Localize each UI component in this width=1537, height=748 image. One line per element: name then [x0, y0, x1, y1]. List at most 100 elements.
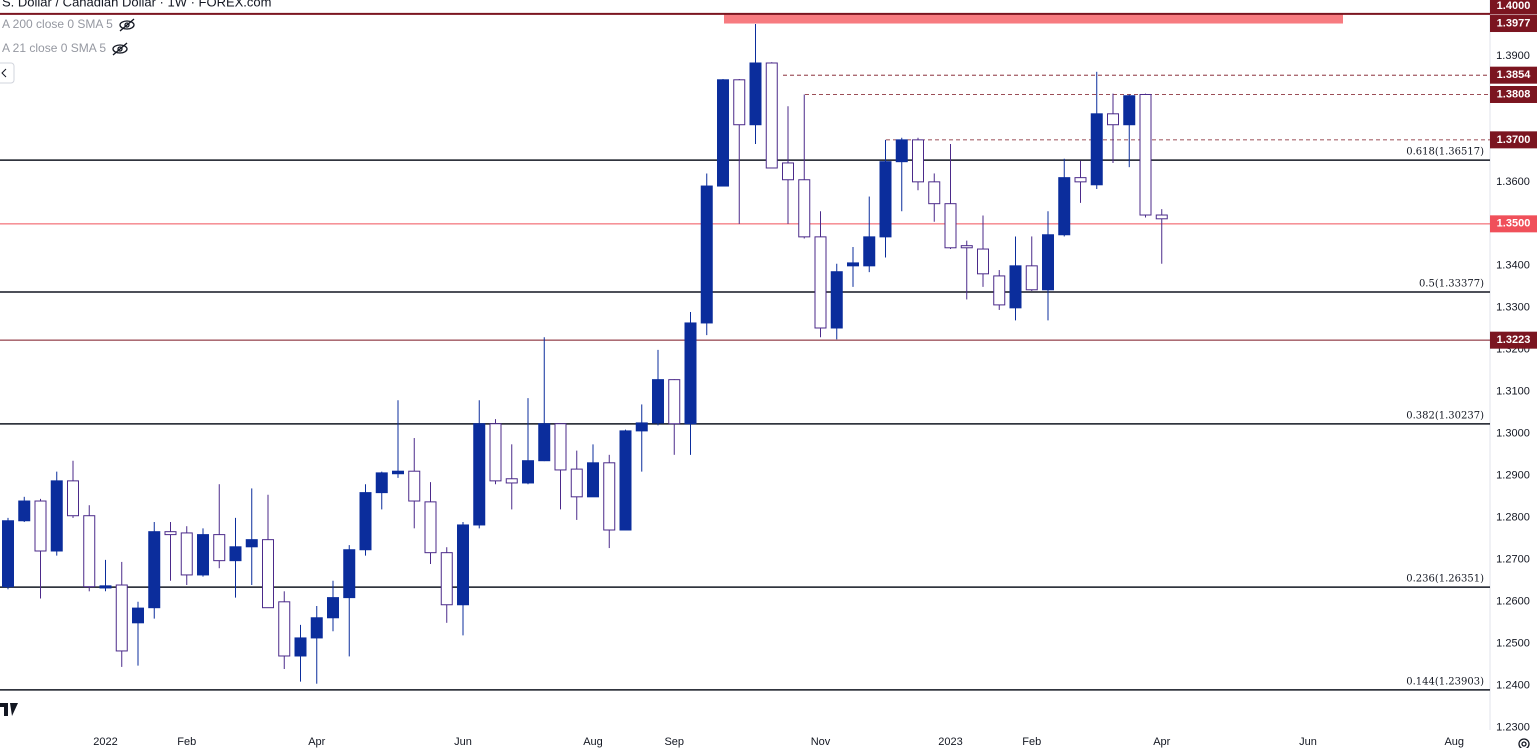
candle-body: [83, 515, 96, 588]
candle-body: [2, 520, 14, 588]
y-tick-label: 1.3000: [1496, 428, 1530, 440]
y-tick-label: 1.2900: [1496, 470, 1530, 482]
price-label: 1.3808: [1497, 88, 1531, 100]
fib-level-label: 0.382(1.30237): [1406, 410, 1484, 421]
candle-body: [765, 62, 778, 169]
price-label-box: [1490, 15, 1537, 33]
candle-body: [392, 470, 404, 475]
candle-body: [684, 322, 697, 425]
price-label: 1.4000: [1497, 0, 1531, 12]
x-tick-label: Aug: [583, 736, 603, 748]
collapse-button[interactable]: [0, 62, 15, 84]
candle-body: [50, 480, 63, 552]
candle-body: [798, 179, 811, 238]
candle-body: [213, 534, 226, 562]
candle-body: [327, 597, 339, 619]
x-tick-label: Feb: [177, 736, 196, 748]
candle-body: [1123, 95, 1136, 126]
candle-body: [863, 236, 876, 267]
candle-body: [67, 480, 79, 517]
x-tick-label: Apr: [308, 736, 325, 748]
candle-body: [652, 379, 664, 424]
y-tick-label: 1.2700: [1496, 554, 1530, 566]
candle-body: [294, 637, 307, 657]
y-tick-label: 1.3100: [1496, 386, 1530, 398]
x-tick-label: Feb: [1022, 736, 1041, 748]
x-tick-label: 2023: [938, 736, 962, 748]
candle-body: [229, 546, 242, 562]
eye-off-icon[interactable]: [112, 42, 128, 56]
candle-body: [895, 139, 908, 163]
candle-body: [489, 423, 502, 482]
price-label: 1.3700: [1497, 134, 1531, 146]
price-label-box: [1490, 85, 1537, 103]
candle-body: [18, 500, 31, 522]
x-tick-label: Aug: [1444, 736, 1464, 748]
price-label-box: [1490, 0, 1537, 15]
candle-body: [993, 275, 1006, 306]
candle-body: [977, 248, 989, 275]
candle-body: [847, 262, 859, 267]
eye-off-icon[interactable]: [119, 18, 135, 32]
price-label: 1.3500: [1497, 218, 1531, 230]
candle-body: [505, 478, 518, 484]
price-label-box: [1490, 66, 1537, 84]
candle-body: [538, 423, 551, 462]
indicator-label: A 200 close 0 SMA 5: [2, 17, 113, 31]
chart-title: S. Dollar / Canadian Dollar · 1W · FOREX…: [2, 0, 271, 9]
fib-level-label: 0.5(1.33377): [1419, 279, 1484, 290]
candle-body: [1090, 113, 1103, 186]
candle-body: [814, 236, 827, 329]
candle-body: [359, 492, 372, 551]
candle-body: [132, 607, 144, 624]
y-tick-label: 1.2300: [1496, 722, 1530, 734]
candle-body: [879, 161, 892, 238]
candle-body: [570, 468, 583, 498]
x-tick-label: Sep: [664, 736, 684, 748]
candle-body: [749, 62, 762, 126]
x-tick-label: Jun: [454, 736, 472, 748]
x-tick-label: Apr: [1153, 736, 1170, 748]
candle-body: [457, 524, 469, 606]
candle-body: [245, 539, 258, 548]
candle-body: [668, 379, 681, 425]
y-tick-label: 1.2600: [1496, 596, 1530, 608]
price-label-box: [1490, 331, 1537, 349]
y-tick-label: 1.3400: [1496, 260, 1530, 272]
indicator-label: A 21 close 0 SMA 5: [2, 41, 106, 55]
price-label-box: [1490, 215, 1537, 233]
fib-level-label: 0.618(1.36517): [1406, 147, 1484, 158]
x-tick-label: Jun: [1299, 736, 1317, 748]
candle-body: [587, 462, 599, 498]
y-tick-label: 1.2500: [1496, 638, 1530, 650]
candle-body: [733, 79, 746, 126]
price-label: 1.3854: [1497, 69, 1532, 81]
y-tick-label: 1.3300: [1496, 302, 1530, 314]
candle-body: [912, 139, 924, 183]
y-tick-label: 1.3900: [1496, 50, 1530, 62]
candle-body: [408, 470, 421, 502]
settings-icon[interactable]: [1518, 738, 1530, 748]
fib-level-label: 0.236(1.26351): [1406, 574, 1484, 585]
candle-body: [164, 531, 177, 536]
candle-body: [440, 552, 453, 606]
candle-body: [635, 422, 648, 432]
x-tick-label: 2022: [93, 736, 117, 748]
candle-body: [1009, 265, 1022, 309]
candle-body: [375, 472, 388, 494]
candle-body: [115, 584, 128, 652]
candle-body: [928, 181, 941, 205]
candle-body: [782, 162, 794, 181]
logo: [0, 703, 18, 716]
candle-body: [1155, 214, 1168, 220]
y-tick-label: 1.2400: [1496, 680, 1530, 692]
candle-body: [197, 534, 209, 576]
candle-body: [944, 203, 957, 249]
candle-body: [717, 79, 729, 187]
candle-body: [522, 460, 534, 484]
candle-body: [310, 617, 323, 639]
price-label-box: [1490, 131, 1537, 149]
candle-body: [960, 245, 973, 249]
candle-body: [603, 462, 616, 531]
